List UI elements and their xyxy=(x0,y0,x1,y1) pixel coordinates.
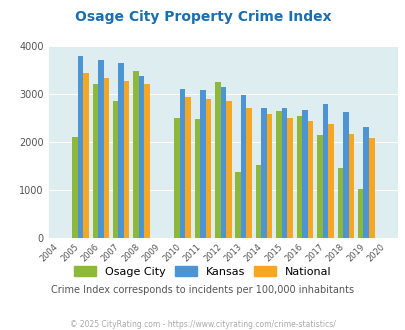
Bar xyxy=(77,56,83,238)
Legend: Osage City, Kansas, National: Osage City, Kansas, National xyxy=(69,261,336,281)
Bar xyxy=(139,76,144,238)
Bar xyxy=(246,108,252,238)
Bar xyxy=(226,101,231,238)
Bar xyxy=(368,138,373,238)
Bar xyxy=(174,118,179,238)
Bar xyxy=(255,165,261,238)
Bar xyxy=(235,172,241,238)
Bar xyxy=(296,116,301,238)
Bar xyxy=(83,74,88,238)
Bar xyxy=(322,104,327,238)
Bar xyxy=(307,121,313,238)
Bar xyxy=(327,124,333,238)
Bar xyxy=(281,108,287,238)
Bar xyxy=(220,87,226,238)
Bar xyxy=(276,111,281,238)
Bar xyxy=(194,119,200,238)
Bar xyxy=(200,90,205,238)
Bar xyxy=(185,97,190,238)
Bar xyxy=(179,89,185,238)
Bar xyxy=(357,189,362,238)
Bar xyxy=(342,112,348,238)
Bar xyxy=(98,60,103,238)
Bar xyxy=(72,137,77,238)
Bar xyxy=(337,168,342,238)
Bar xyxy=(118,63,124,238)
Bar xyxy=(205,99,211,238)
Bar xyxy=(92,84,98,238)
Bar xyxy=(316,135,322,238)
Bar xyxy=(113,101,118,238)
Text: Osage City Property Crime Index: Osage City Property Crime Index xyxy=(75,10,330,24)
Text: © 2025 CityRating.com - https://www.cityrating.com/crime-statistics/: © 2025 CityRating.com - https://www.city… xyxy=(70,320,335,329)
Bar xyxy=(241,95,246,238)
Bar xyxy=(301,110,307,238)
Bar xyxy=(133,71,139,238)
Bar xyxy=(215,82,220,238)
Bar xyxy=(103,78,109,238)
Bar xyxy=(266,114,272,238)
Bar xyxy=(362,127,368,238)
Bar xyxy=(261,108,266,238)
Bar xyxy=(287,118,292,238)
Text: Crime Index corresponds to incidents per 100,000 inhabitants: Crime Index corresponds to incidents per… xyxy=(51,285,354,295)
Bar xyxy=(124,81,129,238)
Bar xyxy=(348,134,353,238)
Bar xyxy=(144,84,149,238)
